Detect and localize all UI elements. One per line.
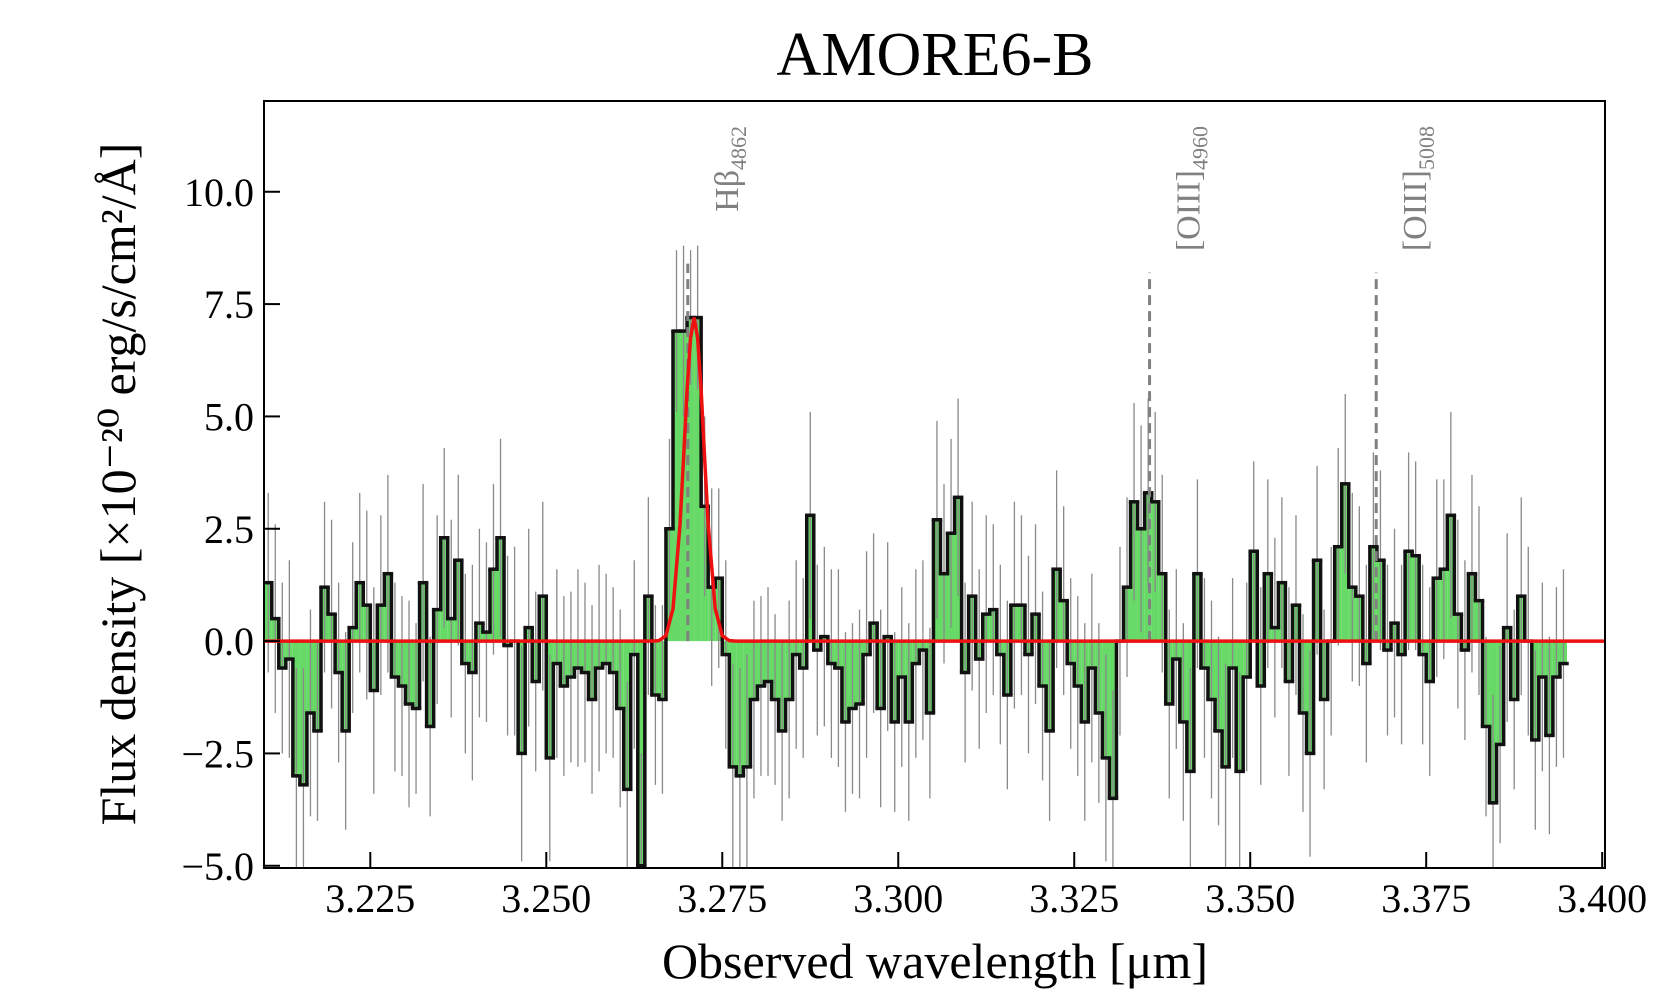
line-label-name: [OIII] — [1171, 170, 1208, 251]
x-tick-label: 3.250 — [501, 876, 591, 921]
x-tick-label: 3.225 — [325, 876, 415, 921]
y-tick-label: 2.5 — [204, 507, 254, 552]
fit-line — [264, 317, 1605, 643]
line-label-name: Hβ — [709, 170, 746, 212]
y-axis-label: Flux density [×10⁻²⁰ erg/s/cm²/Å] — [90, 143, 146, 826]
x-tick-label: 3.350 — [1205, 876, 1295, 921]
x-tick-label: 3.325 — [1029, 876, 1119, 921]
bin-fill — [672, 331, 681, 642]
x-tick-label: 3.400 — [1557, 876, 1647, 921]
line-label-subscript: 4862 — [726, 126, 751, 170]
axes: 3.225 3.250 3.275 3.300 3.325 3.350 3.375 3.400… — [181, 126, 1647, 921]
x-axis-label: Observed wavelength [μm] — [662, 933, 1208, 989]
line-label-subscript: 4960 — [1188, 126, 1213, 170]
y-tick-label: 0.0 — [204, 619, 254, 664]
line-label: Hβ4862 — [709, 126, 751, 212]
line-label-subscript: 5008 — [1414, 126, 1439, 170]
chart-title: AMORE6-B — [777, 21, 1094, 89]
y-tick-label: 10.0 — [184, 170, 254, 215]
y-tick-label: −2.5 — [181, 731, 254, 776]
y-tick-label: 5.0 — [204, 394, 254, 439]
y-tick-label: 7.5 — [204, 282, 254, 327]
x-tick-label: 3.300 — [853, 876, 943, 921]
plot-frame — [263, 100, 1606, 869]
bin-fill — [694, 317, 702, 642]
x-tick-label: 3.275 — [677, 876, 767, 921]
plot-area — [264, 245, 1605, 868]
bin-fill — [637, 641, 645, 866]
line-label: [OIII]5008 — [1397, 126, 1439, 251]
line-label-name: [OIII] — [1397, 170, 1434, 251]
line-label: [OIII]4960 — [1171, 126, 1213, 251]
x-tick-label: 3.375 — [1381, 876, 1471, 921]
bin-fill — [687, 317, 695, 642]
y-tick-label: −5.0 — [181, 844, 254, 889]
